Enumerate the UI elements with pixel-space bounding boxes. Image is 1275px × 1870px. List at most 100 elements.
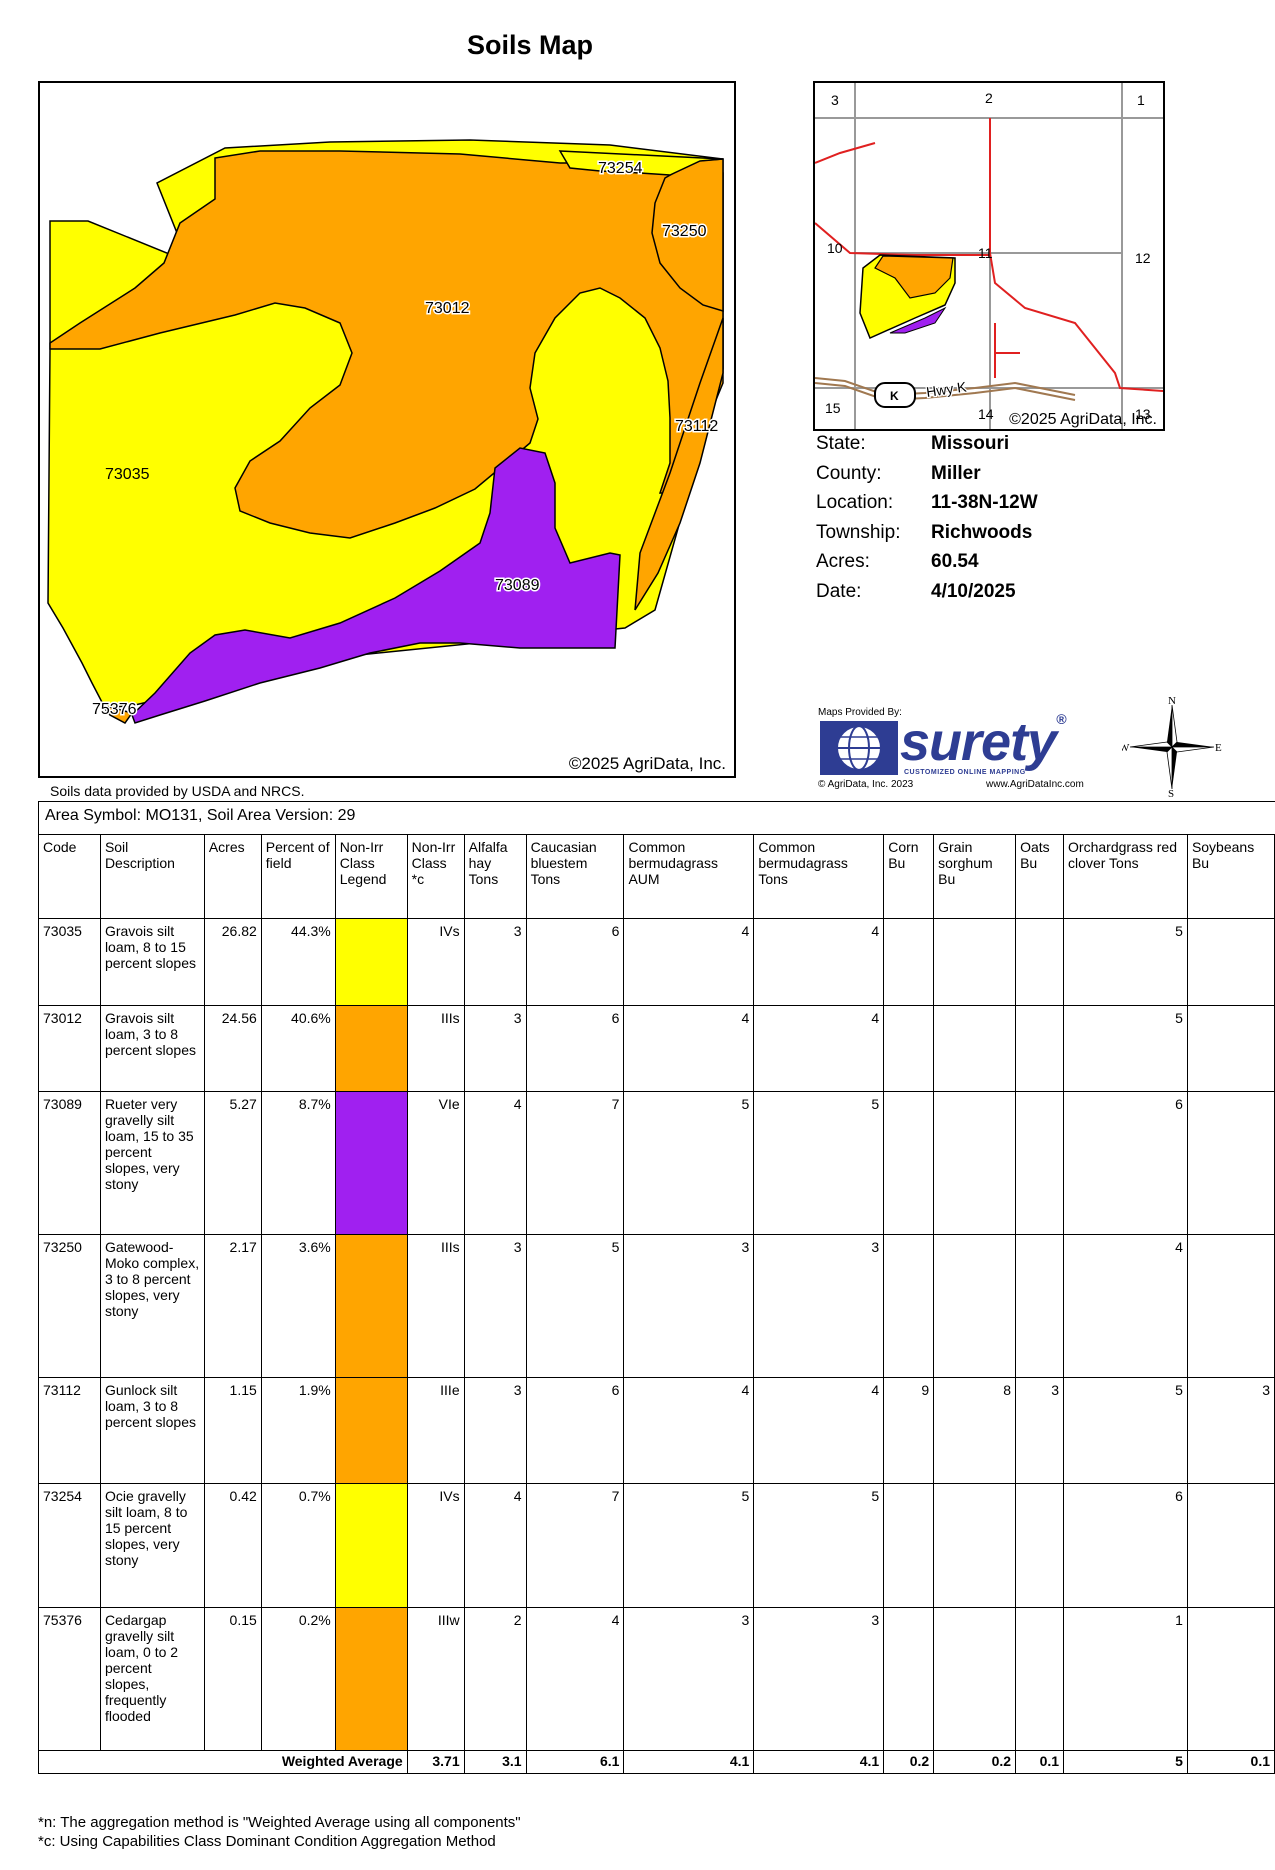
cell-pct: 44.3%	[260, 918, 336, 1006]
locator-map-canvas: K Hwy K 3 2 1 10 11 12 15 14 13	[815, 83, 1163, 429]
info-row: Date: 4/10/2025	[816, 581, 1038, 611]
cell-bermuda-aum: 4	[623, 1005, 755, 1092]
cell-caucasian: 6	[525, 918, 625, 1006]
cell-alfalfa: 4	[463, 1091, 527, 1235]
cell-oats	[1015, 1005, 1065, 1092]
cell-sorghum	[933, 1005, 1017, 1092]
cell-bermuda-tons: 3	[753, 1607, 885, 1751]
cell-corn	[883, 918, 935, 1006]
soil-polygon-73089[interactable]	[131, 447, 621, 724]
soils-map[interactable]: 73254 73250 73012 73035 73112 73089 7537…	[38, 81, 736, 778]
cell-sorghum	[933, 918, 1017, 1006]
cell-soy	[1186, 1234, 1275, 1378]
cell-bermuda-aum: 4	[623, 1377, 755, 1484]
compass-n: N	[1168, 697, 1176, 707]
locator-map[interactable]: K Hwy K 3 2 1 10 11 12 15 14 13 ©2025 Ag…	[813, 81, 1165, 431]
cell-code: 73250	[38, 1234, 101, 1378]
site-info: State: Missouri County: Miller Location: 11…	[816, 433, 1038, 610]
cell-cls: VIe	[406, 1091, 465, 1235]
cell-corn	[883, 1607, 935, 1751]
col-pct: Percent of field	[260, 834, 336, 919]
table-row[interactable]: 73112 Gunlock silt loam, 3 to 8 percent s…	[38, 1377, 1275, 1484]
cell-cls: IVs	[406, 918, 465, 1006]
table-row[interactable]: 75376 Cedargap gravelly silt loam, 0 to 2…	[38, 1607, 1275, 1751]
highway-line	[815, 382, 1076, 402]
table-row[interactable]: 73089 Rueter very gravelly silt loam, 15 …	[38, 1091, 1275, 1235]
cell-sorghum: 8	[933, 1377, 1017, 1484]
cell-acres: 1.15	[203, 1377, 262, 1484]
cell-corn	[883, 1483, 935, 1608]
cell-bermuda-aum: 4	[623, 918, 755, 1006]
col-code: Code	[38, 834, 101, 919]
cell-orchard: 5	[1063, 1377, 1188, 1484]
compass-s: S	[1168, 788, 1174, 797]
soil-polygon-73112[interactable]	[634, 317, 724, 611]
section-number: 2	[985, 90, 993, 106]
table-row[interactable]: 73012 Gravois silt loam, 3 to 8 percent s…	[38, 1005, 1275, 1092]
cell-orchard: 1	[1063, 1607, 1188, 1751]
cell-alfalfa: 3	[463, 1234, 527, 1378]
info-value: 11-38N-12W	[931, 492, 1038, 513]
table-row[interactable]: 73035 Gravois silt loam, 8 to 15 percent …	[38, 918, 1275, 1006]
col-corn: Corn Bu	[883, 834, 935, 919]
cell-legend	[334, 1483, 408, 1608]
cell-caucasian: 5	[525, 1234, 625, 1378]
info-label: Township:	[816, 521, 901, 543]
cell-caucasian: 6	[525, 1005, 625, 1092]
cell-corn	[883, 1091, 935, 1235]
cell-soy	[1186, 1483, 1275, 1608]
cell-oats	[1015, 918, 1065, 1006]
cell-orchard: 6	[1063, 1091, 1188, 1235]
soil-polygon-73254[interactable]	[558, 150, 724, 176]
cell-acres: 0.42	[203, 1483, 262, 1608]
cell-legend	[334, 1377, 408, 1484]
total-bermuda-tons: 4.1	[753, 1750, 885, 1774]
cell-orchard: 5	[1063, 1005, 1188, 1092]
map-copyright: ©2025 AgriData, Inc.	[568, 754, 726, 773]
total-oats: 0.1	[1015, 1750, 1065, 1774]
info-row: State: Missouri	[816, 433, 1038, 463]
globe-icon	[820, 721, 898, 775]
maps-provided-text: Maps Provided By:	[818, 707, 902, 718]
cell-desc: Gatewood-Moko complex, 3 to 8 percent sl…	[99, 1234, 205, 1378]
table-row[interactable]: 73250 Gatewood-Moko complex, 3 to 8 perce…	[38, 1234, 1275, 1378]
cell-oats	[1015, 1607, 1065, 1751]
cell-pct: 1.9%	[260, 1377, 336, 1484]
locator-copyright: ©2025 AgriData, Inc.	[1009, 411, 1157, 428]
cell-bermuda-tons: 5	[753, 1483, 885, 1608]
cell-oats: 3	[1015, 1377, 1065, 1484]
col-desc: Soil Description	[99, 834, 205, 919]
soils-table-container: Area Symbol: MO131, Soil Area Version: 2…	[38, 801, 1275, 1774]
cell-legend	[334, 1607, 408, 1751]
soil-polygon-75376[interactable]	[99, 703, 134, 724]
cell-desc: Rueter very gravelly silt loam, 15 to 35…	[99, 1091, 205, 1235]
compass-rose-icon: N S E W	[1122, 697, 1222, 797]
cell-code: 73112	[38, 1377, 101, 1484]
soils-map-canvas[interactable]: 73254 73250 73012 73035 73112 73089 7537…	[40, 83, 734, 776]
section-number: 14	[978, 406, 994, 422]
data-source-note: Soils data provided by USDA and NRCS.	[50, 783, 305, 799]
road-line	[989, 118, 1163, 392]
col-orchard: Orchardgrass red clover Tons	[1063, 834, 1188, 919]
soil-label: 73089	[495, 577, 540, 594]
footnote: *n: The aggregation method is "Weighted …	[38, 1814, 521, 1831]
table-row[interactable]: 73254 Ocie gravelly silt loam, 8 to 15 pe…	[38, 1483, 1275, 1608]
total-bermuda-aum: 4.1	[623, 1750, 755, 1774]
cell-oats	[1015, 1091, 1065, 1235]
soil-label: 73250	[662, 223, 707, 240]
section-number: 12	[1135, 250, 1151, 266]
cell-code: 73012	[38, 1005, 101, 1092]
cell-bermuda-tons: 3	[753, 1234, 885, 1378]
cell-sorghum	[933, 1234, 1017, 1378]
surety-logo[interactable]: Maps Provided By: surety® CUSTOMIZED ONL…	[816, 707, 1096, 791]
brand-name: surety®	[900, 711, 1066, 772]
brand-tagline: CUSTOMIZED ONLINE MAPPING	[904, 769, 1026, 776]
logo-website[interactable]: www.AgriDataInc.com	[986, 779, 1084, 790]
cell-desc: Ocie gravelly silt loam, 8 to 15 percent…	[99, 1483, 205, 1608]
info-label: Date:	[816, 580, 862, 602]
cell-legend	[334, 918, 408, 1006]
section-number: 10	[827, 240, 843, 256]
info-value: Richwoods	[931, 521, 1033, 543]
section-number: 13	[1135, 406, 1151, 422]
cell-sorghum	[933, 1483, 1017, 1608]
